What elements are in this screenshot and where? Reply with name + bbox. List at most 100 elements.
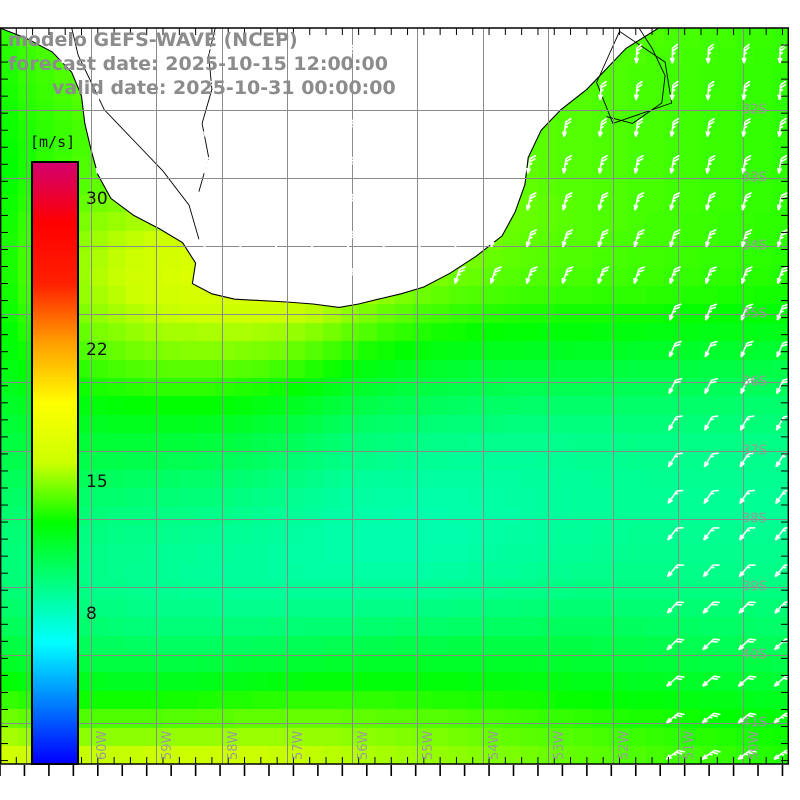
forecast-date-title: forecast date: 2025-10-15 12:00:00 — [8, 53, 388, 75]
gridline-meridian — [222, 28, 223, 764]
wind-barb — [705, 80, 715, 101]
wind-barb — [382, 266, 395, 284]
wind-barb — [310, 228, 323, 248]
gridline-meridian — [548, 28, 549, 764]
gridline-meridian — [26, 28, 27, 764]
wind-barb — [775, 415, 789, 431]
wind-barb — [203, 117, 214, 137]
wind-barb — [131, 117, 142, 137]
wind-barb — [346, 117, 357, 137]
wind-barb — [454, 154, 465, 174]
lon-label-60W: 60W — [95, 730, 111, 760]
wind-barb — [668, 415, 683, 431]
wind-barb — [777, 80, 787, 101]
wind-barb — [490, 117, 500, 137]
wind-barb — [741, 154, 752, 174]
gridline-meridian — [352, 28, 353, 764]
lat-label-37S: 37S — [742, 443, 767, 459]
gridline-parallel — [0, 451, 789, 452]
wind-barb — [665, 712, 685, 724]
wind-barb — [633, 80, 643, 101]
wind-barb-field — [60, 43, 789, 760]
wind-barb — [131, 43, 141, 64]
lon-label-50W: 50W — [747, 730, 763, 760]
lon-label-53W: 53W — [551, 730, 567, 760]
wind-barb — [418, 191, 430, 211]
wind-barb — [561, 266, 574, 284]
wind-barb — [274, 191, 286, 211]
wind-barb — [703, 452, 719, 468]
lon-label-58W: 58W — [225, 730, 241, 760]
wind-barb — [776, 228, 789, 248]
lon-label-57W: 57W — [290, 730, 306, 760]
lon-label-55W: 55W — [421, 730, 437, 760]
wind-barb — [346, 80, 356, 101]
wind-barb — [239, 154, 250, 174]
wind-barb — [489, 266, 502, 284]
gridline-meridian — [287, 28, 288, 764]
lat-label-33S: 33S — [742, 170, 767, 186]
lat-label-32S: 32S — [742, 102, 767, 118]
wind-barb — [167, 117, 178, 137]
wind-barb — [418, 228, 430, 248]
lon-label-51W: 51W — [682, 730, 698, 760]
wind-barb — [346, 154, 357, 174]
wind-barb — [633, 191, 645, 211]
wind-barb — [274, 228, 287, 248]
wind-barb — [774, 601, 789, 614]
wind-barb — [741, 228, 753, 248]
lon-label-59W: 59W — [160, 730, 176, 760]
wind-barb — [418, 117, 429, 137]
wind-barb — [131, 80, 141, 101]
colorbar — [31, 161, 79, 765]
wind-barb — [773, 638, 789, 651]
wind-barb — [561, 117, 572, 137]
wind-barb — [737, 675, 757, 687]
wind-barb — [454, 43, 464, 64]
gridline-parallel — [0, 655, 789, 656]
wind-barb — [525, 228, 538, 248]
wind-barb — [776, 266, 789, 284]
wind-barb — [418, 80, 428, 101]
wind-barb — [701, 712, 721, 724]
wind-barb — [775, 489, 789, 505]
wind-barb — [597, 228, 609, 248]
wind-barb — [239, 191, 250, 211]
lat-label-35S: 35S — [742, 306, 767, 322]
wind-barb — [167, 43, 177, 64]
inland-water-line — [71, 28, 200, 240]
wind-barb — [167, 154, 178, 174]
wind-barb — [525, 266, 538, 284]
wind-barb — [203, 191, 214, 211]
lat-label-39S: 39S — [742, 579, 767, 595]
wind-barb — [346, 266, 359, 284]
wind-barb — [667, 527, 684, 541]
wind-barb — [702, 564, 720, 578]
wind-barb — [238, 266, 251, 284]
colorbar-tick-8: 8 — [86, 604, 97, 624]
wind-barb — [597, 117, 608, 137]
wind-barb — [669, 43, 679, 64]
wind-barb — [382, 117, 393, 137]
wind-barb — [598, 43, 607, 64]
wind-barb — [490, 43, 499, 64]
wind-barb — [633, 43, 643, 64]
wind-barb — [95, 154, 106, 174]
gridline-meridian — [91, 28, 92, 764]
wind-barb — [525, 191, 537, 211]
wind-barb — [739, 452, 755, 468]
wind-barb — [667, 489, 684, 505]
wind-barb — [490, 80, 500, 101]
wind-barb — [738, 601, 756, 614]
wind-barb — [774, 564, 789, 578]
wind-barb — [310, 266, 323, 284]
wind-barb — [704, 340, 718, 358]
wind-barb — [526, 117, 536, 137]
wind-barb — [562, 80, 572, 101]
lon-label-52W: 52W — [616, 730, 632, 760]
gridline-meridian — [678, 28, 679, 764]
wind-barb — [776, 303, 789, 321]
wind-barb — [775, 452, 789, 468]
wind-barb — [705, 117, 716, 137]
wind-barb — [454, 228, 466, 248]
